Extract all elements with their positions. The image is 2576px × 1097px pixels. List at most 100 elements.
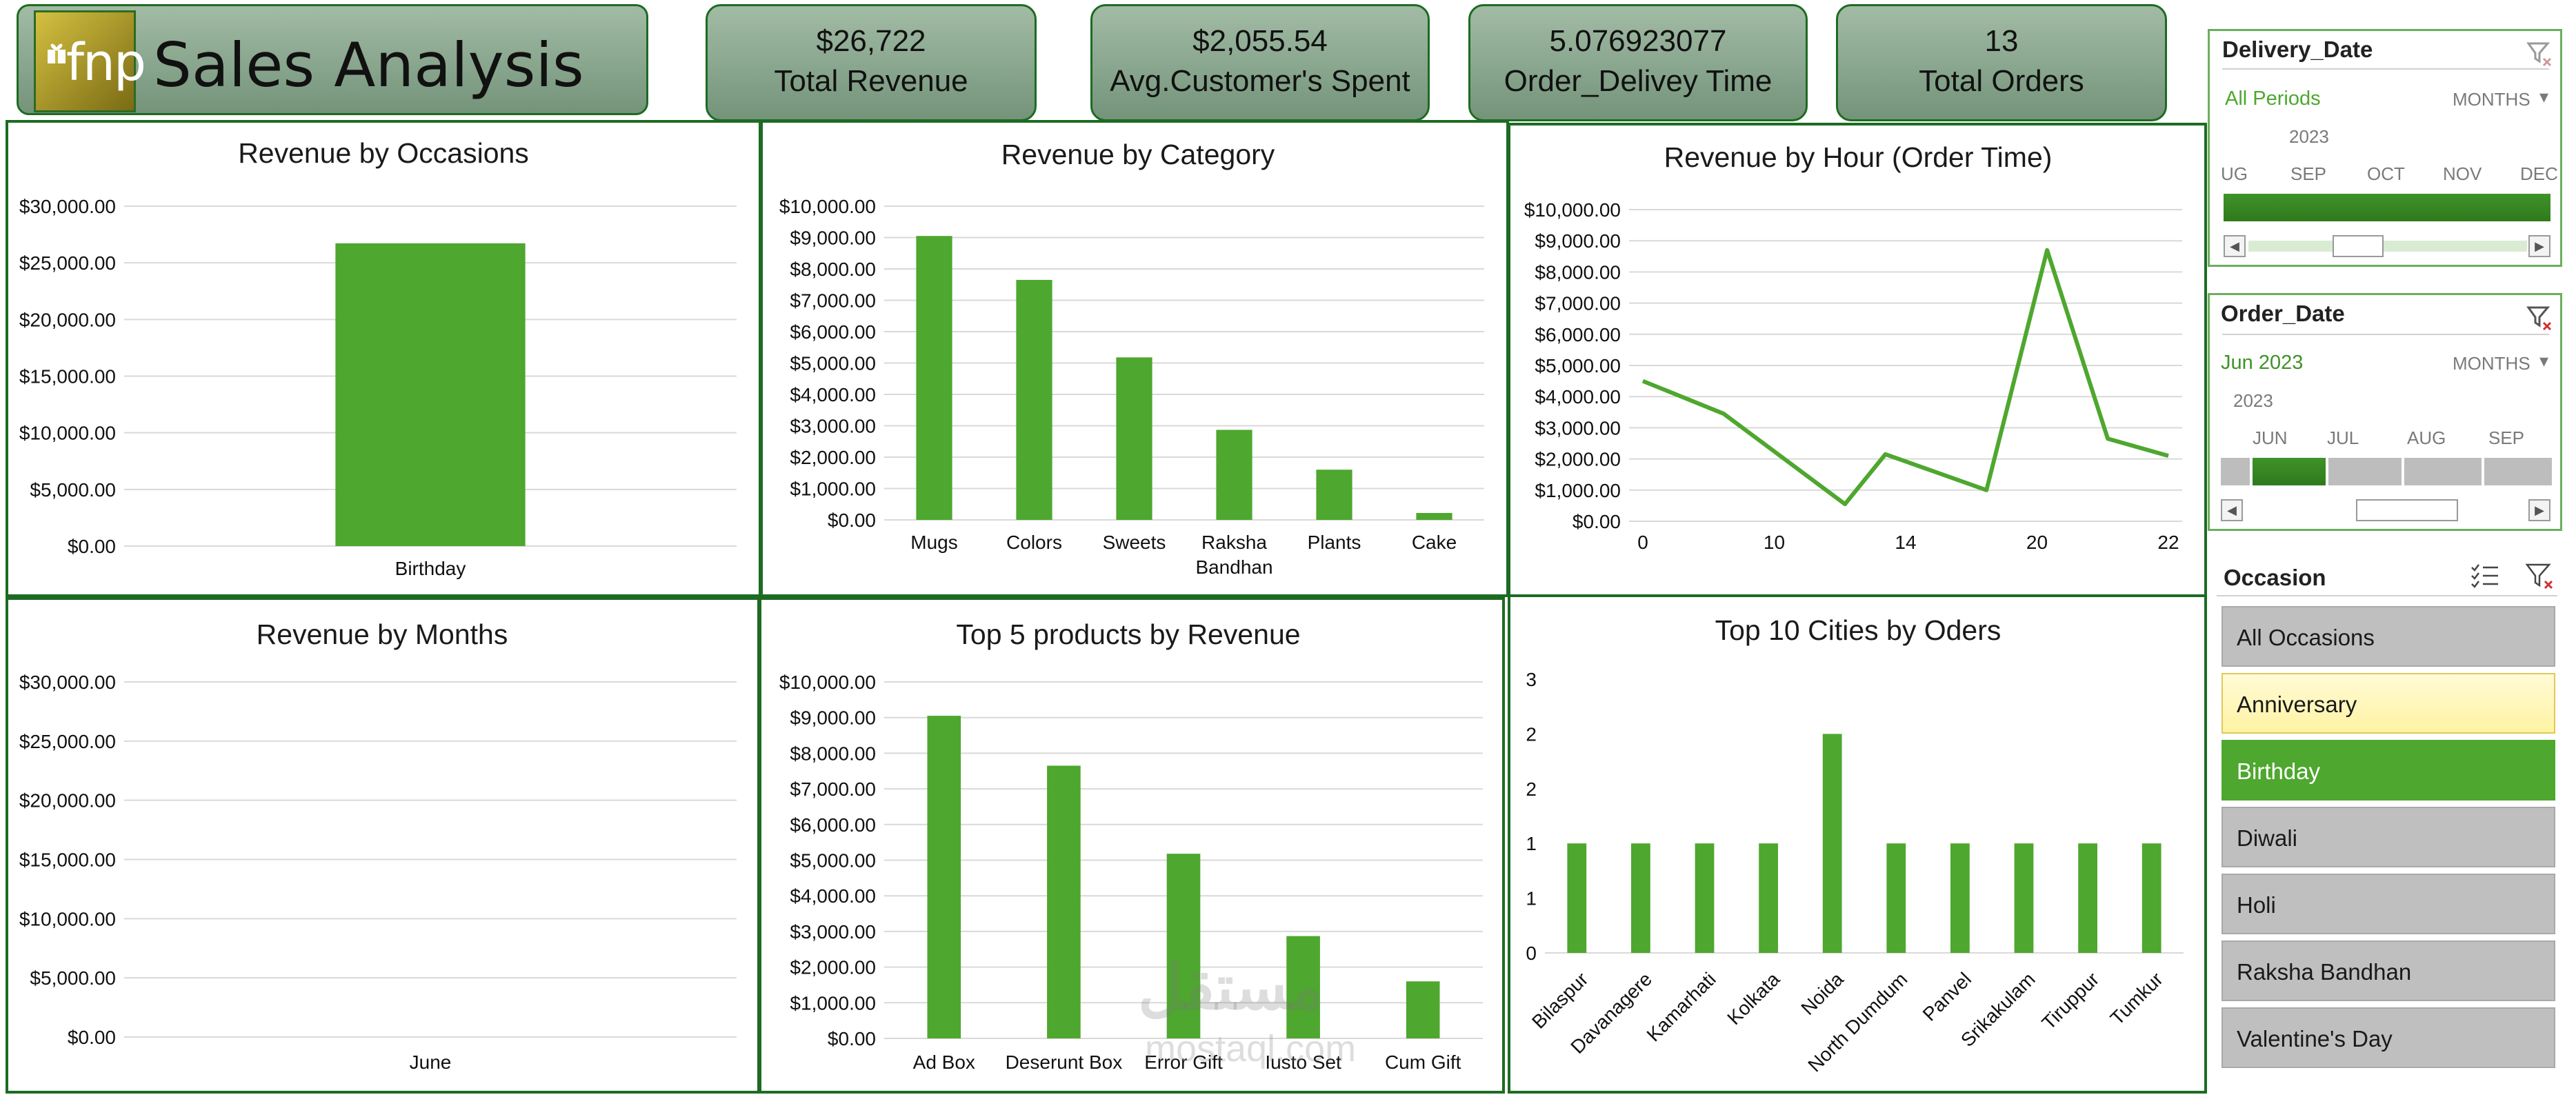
chart-revenue-by-months: Revenue by Months $0.00 $5,000.00 $10,000.0…	[6, 597, 760, 1094]
x-tick-label: Sweets	[1103, 532, 1166, 553]
kpi-label: Total Revenue	[774, 64, 968, 98]
y-tick-label: 1	[1526, 833, 1537, 854]
clear-filter-icon[interactable]	[2526, 305, 2552, 331]
x-tick-label: June	[410, 1051, 452, 1073]
y-tick-label: $0.00	[828, 510, 876, 531]
scroll-left-button[interactable]: ◀	[2221, 499, 2243, 521]
bar	[1416, 512, 1452, 520]
chart-cities-group: Top 10 Cities by Oders011223BilaspurDava…	[1526, 614, 2184, 1076]
chart-top5-products: Top 5 products by Revenue $0.00 $1,000.00 $…	[759, 597, 1505, 1094]
chart-revenue-by-category: Revenue by Category $0.00 $1,000.00 $2,000.…	[760, 120, 1509, 597]
y-tick-label: $3,000.00	[790, 416, 876, 437]
chart-months-group: Revenue by Months $0.00 $5,000.00 $10,000.0…	[19, 618, 737, 1073]
y-tick-label: 2	[1526, 723, 1537, 745]
time-level-dropdown[interactable]: MONTHS	[2453, 89, 2530, 110]
y-tick-label: $20,000.00	[19, 790, 116, 812]
y-tick-label: $5,000.00	[30, 967, 116, 989]
bar	[1166, 854, 1201, 1038]
y-tick-label: $5,000.00	[30, 479, 116, 501]
chart-title: Top 10 Cities by Oders	[1715, 614, 2001, 646]
chart-products-svg: Top 5 products by Revenue $0.00 $1,000.00 $…	[779, 618, 1483, 1073]
y-tick-label: $6,000.00	[790, 321, 876, 343]
y-tick-label: $3,000.00	[1535, 417, 1621, 439]
chart-category-svg: Revenue by Category $0.00 $1,000.00 $2,000.…	[779, 139, 1484, 578]
x-tick-label: Bilaspur	[1528, 968, 1592, 1032]
multi-select-icon[interactable]	[2469, 562, 2499, 590]
bar	[1950, 843, 1970, 953]
timeline-month: SEP	[2290, 163, 2327, 184]
kpi-value: 5.076923077	[1549, 24, 1727, 58]
scroll-right-button[interactable]: ▶	[2528, 235, 2550, 257]
timeline-year: 2023	[2289, 126, 2329, 147]
scrollbar-thumb[interactable]	[2356, 499, 2458, 521]
clear-filter-icon[interactable]	[2526, 41, 2552, 67]
y-tick-label: $7,000.00	[790, 290, 876, 312]
period-label: Jun 2023	[2221, 352, 2304, 374]
timeline-selection-bar[interactable]	[2224, 194, 2550, 221]
timeline-month: JUN	[2253, 427, 2288, 448]
x-tick-label: Mugs	[910, 532, 957, 553]
bar	[335, 243, 526, 546]
x-tick-label: Colors	[1006, 532, 1062, 553]
scroll-left-button[interactable]: ◀	[2224, 235, 2246, 257]
period-label: All Periods	[2225, 88, 2321, 110]
y-tick-label: 0	[1526, 943, 1537, 964]
timeline-year: 2023	[2233, 390, 2273, 411]
x-tick-label: 14	[1895, 532, 1916, 553]
chart-cities-svg: Top 10 Cities by Oders011223BilaspurDava…	[1526, 614, 2184, 1076]
occasion-item[interactable]: All Occasions	[2221, 606, 2555, 667]
scrollbar-thumb[interactable]	[2333, 235, 2384, 257]
occasion-item[interactable]: Diwali	[2221, 807, 2555, 867]
chevron-down-icon[interactable]: ▾	[2539, 86, 2549, 107]
y-tick-label: $9,000.00	[1535, 230, 1621, 252]
bar	[1406, 981, 1440, 1038]
y-tick-label: $2,000.00	[790, 447, 876, 468]
occasion-item[interactable]: Birthday	[2221, 740, 2555, 801]
chart-title: Revenue by Category	[1001, 139, 1275, 170]
timeline-period[interactable]	[2328, 458, 2402, 485]
time-level-dropdown[interactable]: MONTHS	[2453, 353, 2530, 374]
x-tick-label: Tumkur	[2106, 968, 2167, 1029]
x-tick-label: Cum Gift	[1385, 1051, 1461, 1073]
chevron-down-icon[interactable]: ▾	[2539, 350, 2549, 371]
y-tick-label: 2	[1526, 778, 1537, 800]
kpi-avg-customer-spent: $2,055.54 Avg.Customer's Spent	[1090, 4, 1430, 121]
kpi-value: $26,722	[816, 24, 926, 58]
chart-title: Revenue by Months	[257, 618, 508, 650]
kpi-value: $2,055.54	[1192, 24, 1328, 58]
y-tick-label: $7,000.00	[790, 778, 876, 800]
clear-filter-icon[interactable]	[2524, 562, 2555, 590]
y-tick-label: $15,000.00	[19, 849, 116, 871]
y-tick-label: $10,000.00	[1524, 199, 1621, 221]
y-tick-label: $8,000.00	[790, 743, 876, 764]
chart-title: Revenue by Hour (Order Time)	[1664, 141, 2053, 173]
chart-revenue-by-hour: Revenue by Hour (Order Time) $0.00 $1,000.…	[1508, 123, 2207, 597]
y-tick-label: $5,000.00	[1535, 355, 1621, 376]
scroll-right-button[interactable]: ▶	[2528, 499, 2550, 521]
occasion-item[interactable]: Anniversary	[2221, 673, 2555, 734]
x-tick-label: Panvel	[1919, 968, 1975, 1025]
y-tick-label: $7,000.00	[1535, 293, 1621, 314]
watermark: مستقل	[1138, 954, 1324, 1023]
timeline-period-selected[interactable]	[2253, 458, 2326, 485]
fnp-logo: fnp	[34, 10, 146, 112]
y-tick-label: 3	[1526, 669, 1537, 690]
occasion-item[interactable]: Raksha Bandhan	[2221, 940, 2555, 1001]
order-date-slicer[interactable]: Order_Date Jun 2023 MONTHS ▾ 2023 JUN JU…	[2208, 293, 2562, 531]
timeline-period[interactable]	[2404, 458, 2482, 485]
y-tick-label: $1,000.00	[1535, 480, 1621, 501]
x-tick-label: Cake	[1412, 532, 1457, 553]
delivery-date-slicer[interactable]: Delivery_Date All Periods MONTHS ▾ 2023 …	[2208, 29, 2562, 267]
timeline-scrollbar[interactable]	[2248, 241, 2527, 252]
timeline-period[interactable]	[2221, 458, 2250, 485]
chart-category-group: Revenue by Category $0.00 $1,000.00 $2,000.…	[779, 139, 1484, 578]
occasion-item[interactable]: Valentine's Day	[2221, 1007, 2555, 1068]
occasion-slicer[interactable]: Occasion All Occasions Anniversary Birth…	[2208, 552, 2562, 1088]
timeline-period[interactable]	[2484, 458, 2552, 485]
kpi-total-orders: 13 Total Orders	[1836, 4, 2167, 121]
bar	[2141, 843, 2161, 953]
y-tick-label: $0.00	[1572, 511, 1621, 532]
kpi-order-delivery-time: 5.076923077 Order_Delivey Time	[1468, 4, 1808, 121]
occasion-item[interactable]: Holi	[2221, 874, 2555, 934]
x-tick-label: Noida	[1797, 968, 1848, 1019]
